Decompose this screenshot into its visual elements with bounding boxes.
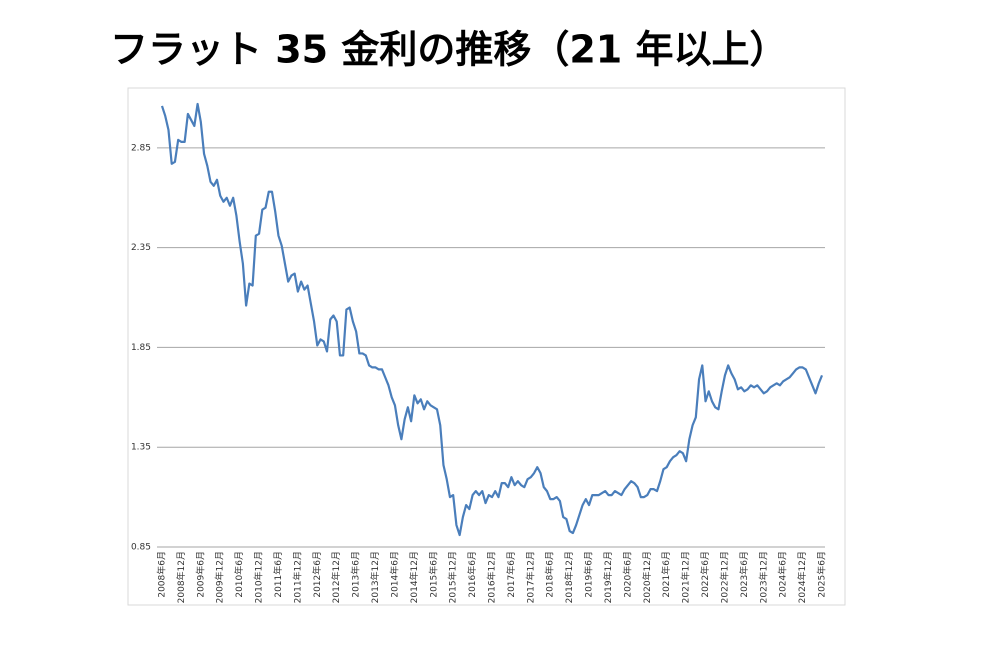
x-tick-label: 2016年12月 [486,551,498,603]
x-tick-label: 2022年12月 [718,551,730,603]
x-tick-label: 2021年12月 [680,551,692,603]
x-tick-label: 2014年6月 [388,551,400,598]
x-tick-label: 2018年12月 [563,551,575,603]
x-tick-label: 2016年6月 [466,551,478,598]
x-tick-label: 2017年6月 [505,551,517,598]
x-tick-label: 2010年12月 [253,551,265,603]
x-tick-label: 2011年6月 [272,551,284,598]
y-tick-label: 1.35 [131,443,151,453]
x-tick-label: 2009年6月 [194,551,206,598]
chart-title: フラット 35 金利の推移（21 年以上） [110,28,787,72]
x-tick-label: 2022年6月 [699,551,711,598]
x-tick-label: 2025年6月 [816,551,828,598]
x-tick-label: 2013年6月 [350,551,362,598]
x-tick-label: 2023年12月 [757,551,769,603]
x-tick-label: 2015年6月 [427,551,439,598]
x-tick-label: 2013年12月 [369,551,381,603]
x-tick-label: 2008年6月 [156,551,168,598]
x-tick-label: 2015年12月 [447,551,459,603]
y-tick-label: 0.85 [131,543,151,553]
x-tick-label: 2009年12月 [214,551,226,603]
chart-frame [127,87,846,606]
x-tick-label: 2020年6月 [621,551,633,598]
x-tick-label: 2011年12月 [291,551,303,603]
x-tick-label: 2014年12月 [408,551,420,603]
y-tick-label: 2.85 [131,143,151,153]
x-tick-label: 2012年12月 [330,551,342,603]
x-tick-label: 2024年12月 [796,551,808,603]
x-tick-label: 2010年6月 [233,551,245,598]
x-tick-label: 2008年12月 [175,551,187,603]
x-tick-label: 2019年12月 [602,551,614,603]
y-tick-label: 1.85 [131,343,151,353]
x-tick-label: 2012年6月 [311,551,323,598]
x-tick-label: 2017年12月 [524,551,536,603]
x-tick-label: 2019年6月 [583,551,595,598]
y-tick-label: 2.35 [131,243,151,253]
x-tick-label: 2024年6月 [777,551,789,598]
line-series [160,102,824,537]
x-tick-label: 2021年6月 [660,551,672,598]
x-tick-label: 2023年6月 [738,551,750,598]
x-tick-label: 2020年12月 [641,551,653,603]
x-tick-label: 2018年6月 [544,551,556,598]
